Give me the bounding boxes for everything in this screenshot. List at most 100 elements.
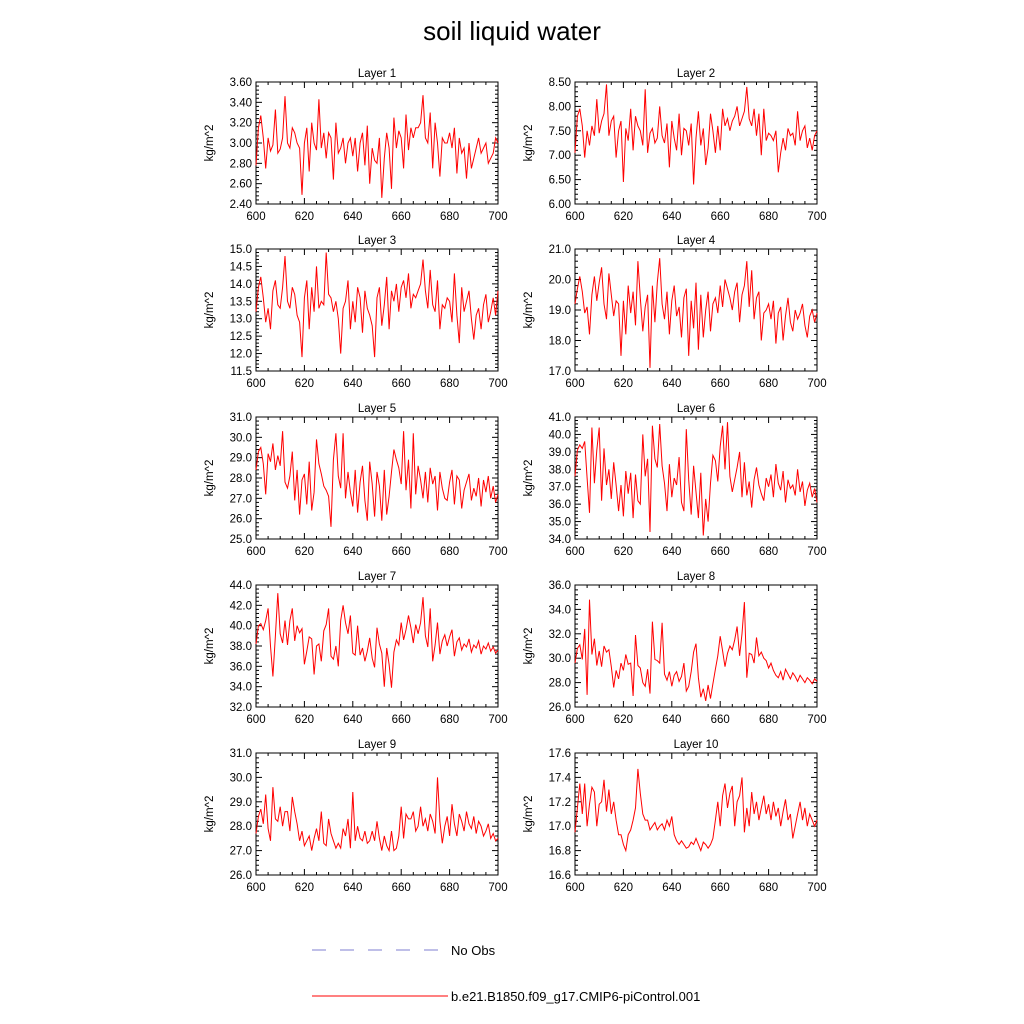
- panel-8: Layer 8 600 620 640 660 680 700 26.0 28.0 30.0 32.…: [523, 571, 827, 726]
- y-tick-label: 41.0: [549, 412, 571, 424]
- y-tick-label: 36.0: [549, 580, 571, 592]
- panel-title: Layer 1: [358, 68, 396, 80]
- y-tick-label: 34.0: [549, 604, 571, 616]
- y-tick-label: 21.0: [549, 244, 571, 256]
- panel-title: Layer 6: [677, 403, 715, 415]
- y-tick-label: 37.0: [549, 482, 571, 494]
- x-tick-label: 640: [343, 378, 362, 390]
- y-tick-label: 39.0: [549, 447, 571, 459]
- y-tick-label: 32.0: [230, 702, 252, 714]
- y-tick-label: 6.00: [549, 199, 571, 211]
- x-tick-label: 600: [565, 882, 584, 894]
- y-tick-label: 30.0: [230, 432, 252, 444]
- y-tick-label: 3.00: [230, 138, 252, 150]
- y-tick-label: 11.5: [230, 366, 252, 378]
- x-tick-label: 640: [343, 211, 362, 223]
- y-tick-label: 16.6: [549, 870, 571, 882]
- x-tick-label: 700: [488, 882, 507, 894]
- y-tick-label: 29.0: [230, 797, 252, 809]
- y-axis-label: kg/m^2: [204, 796, 216, 833]
- y-axis-label: kg/m^2: [523, 460, 535, 497]
- y-tick-label: 8.00: [549, 101, 571, 113]
- x-tick-label: 640: [343, 546, 362, 558]
- x-tick-label: 700: [488, 546, 507, 558]
- x-tick-label: 660: [711, 882, 730, 894]
- y-tick-label: 17.0: [549, 821, 571, 833]
- x-tick-label: 640: [662, 378, 681, 390]
- y-axis-label: kg/m^2: [523, 125, 535, 162]
- panel-9: Layer 9 600 620 640 660 680 700 26.0 27.0 28.0 29.…: [204, 739, 508, 894]
- series-line: [255, 777, 499, 853]
- y-tick-label: 32.0: [549, 629, 571, 641]
- y-tick-label: 8.50: [549, 77, 571, 89]
- series-line: [255, 593, 499, 688]
- x-tick-label: 700: [807, 882, 826, 894]
- y-tick-label: 40.0: [549, 429, 571, 441]
- y-tick-label: 26.0: [549, 702, 571, 714]
- y-tick-label: 7.00: [549, 150, 571, 162]
- y-tick-label: 6.50: [549, 175, 571, 187]
- x-tick-label: 600: [565, 378, 584, 390]
- x-tick-label: 620: [614, 211, 633, 223]
- x-tick-label: 620: [295, 714, 314, 726]
- y-tick-label: 14.5: [230, 261, 252, 273]
- panel-title: Layer 5: [358, 403, 396, 415]
- y-tick-label: 2.80: [230, 158, 252, 170]
- y-tick-label: 17.6: [549, 748, 571, 760]
- x-tick-label: 600: [565, 211, 584, 223]
- y-tick-label: 12.5: [230, 331, 252, 343]
- panel-title: Layer 3: [358, 235, 396, 247]
- x-tick-label: 680: [440, 714, 459, 726]
- panel-2: Layer 2 600 620 640 660 680 700 6.00 6.50 7.00 7.5…: [523, 68, 827, 223]
- y-axis-label: kg/m^2: [204, 460, 216, 497]
- y-tick-label: 2.40: [230, 199, 252, 211]
- x-tick-label: 620: [295, 882, 314, 894]
- y-axis-label: kg/m^2: [204, 125, 216, 162]
- x-tick-label: 620: [614, 714, 633, 726]
- x-tick-label: 680: [440, 546, 459, 558]
- panel-title: Layer 7: [358, 571, 396, 583]
- panel-6: Layer 6 600 620 640 660 680 700 34.0 35.0 36.0 37.…: [523, 403, 827, 558]
- y-tick-label: 17.4: [549, 772, 572, 784]
- y-tick-label: 35.0: [549, 517, 571, 529]
- y-tick-label: 29.0: [230, 453, 252, 465]
- y-tick-label: 19.0: [549, 305, 571, 317]
- legend: No Obs b.e21.B1850.f09_g17.CMIP6-piContr…: [312, 943, 700, 1004]
- legend-model-label: b.e21.B1850.f09_g17.CMIP6-piControl.001: [451, 989, 700, 1004]
- x-tick-label: 640: [662, 714, 681, 726]
- x-tick-label: 660: [392, 714, 411, 726]
- y-tick-label: 17.0: [549, 366, 571, 378]
- x-tick-label: 640: [343, 714, 362, 726]
- panel-10: Layer 10 600 620 640 660 680 700 16.6 16.8 17.0 17…: [523, 739, 827, 894]
- y-tick-label: 13.0: [230, 314, 252, 326]
- y-tick-label: 34.0: [230, 682, 252, 694]
- figure-title: soil liquid water: [423, 16, 601, 46]
- x-tick-label: 680: [759, 378, 778, 390]
- y-tick-label: 36.0: [549, 499, 571, 511]
- x-tick-label: 700: [807, 714, 826, 726]
- panel-3: Layer 3 600 620 640 660 680 700 11.5 12.0 12.5 13.…: [204, 235, 508, 390]
- panel-1: Layer 1 600 620 640 660 680 700 2.40 2.60 2.80 3.0…: [204, 68, 508, 223]
- x-tick-label: 640: [662, 211, 681, 223]
- y-tick-label: 18.0: [549, 336, 571, 348]
- plot-frame: [255, 81, 499, 205]
- y-tick-label: 7.50: [549, 126, 571, 138]
- x-tick-label: 680: [440, 211, 459, 223]
- panels-group: Layer 1 600 620 640 660 680 700 2.40 2.60 2.80 3.0…: [204, 68, 827, 894]
- series-line: [255, 431, 499, 527]
- y-axis-label: kg/m^2: [523, 628, 535, 665]
- y-axis-label: kg/m^2: [204, 628, 216, 665]
- y-tick-label: 31.0: [230, 412, 252, 424]
- panel-title: Layer 10: [674, 739, 719, 751]
- y-axis-label: kg/m^2: [523, 292, 535, 329]
- y-tick-label: 38.0: [549, 464, 571, 476]
- y-tick-label: 40.0: [230, 621, 252, 633]
- x-tick-label: 660: [392, 546, 411, 558]
- x-tick-label: 660: [711, 714, 730, 726]
- x-tick-label: 700: [807, 546, 826, 558]
- y-tick-label: 16.8: [549, 846, 571, 858]
- y-tick-label: 36.0: [230, 661, 252, 673]
- series-line: [574, 258, 818, 368]
- y-tick-label: 30.0: [230, 772, 252, 784]
